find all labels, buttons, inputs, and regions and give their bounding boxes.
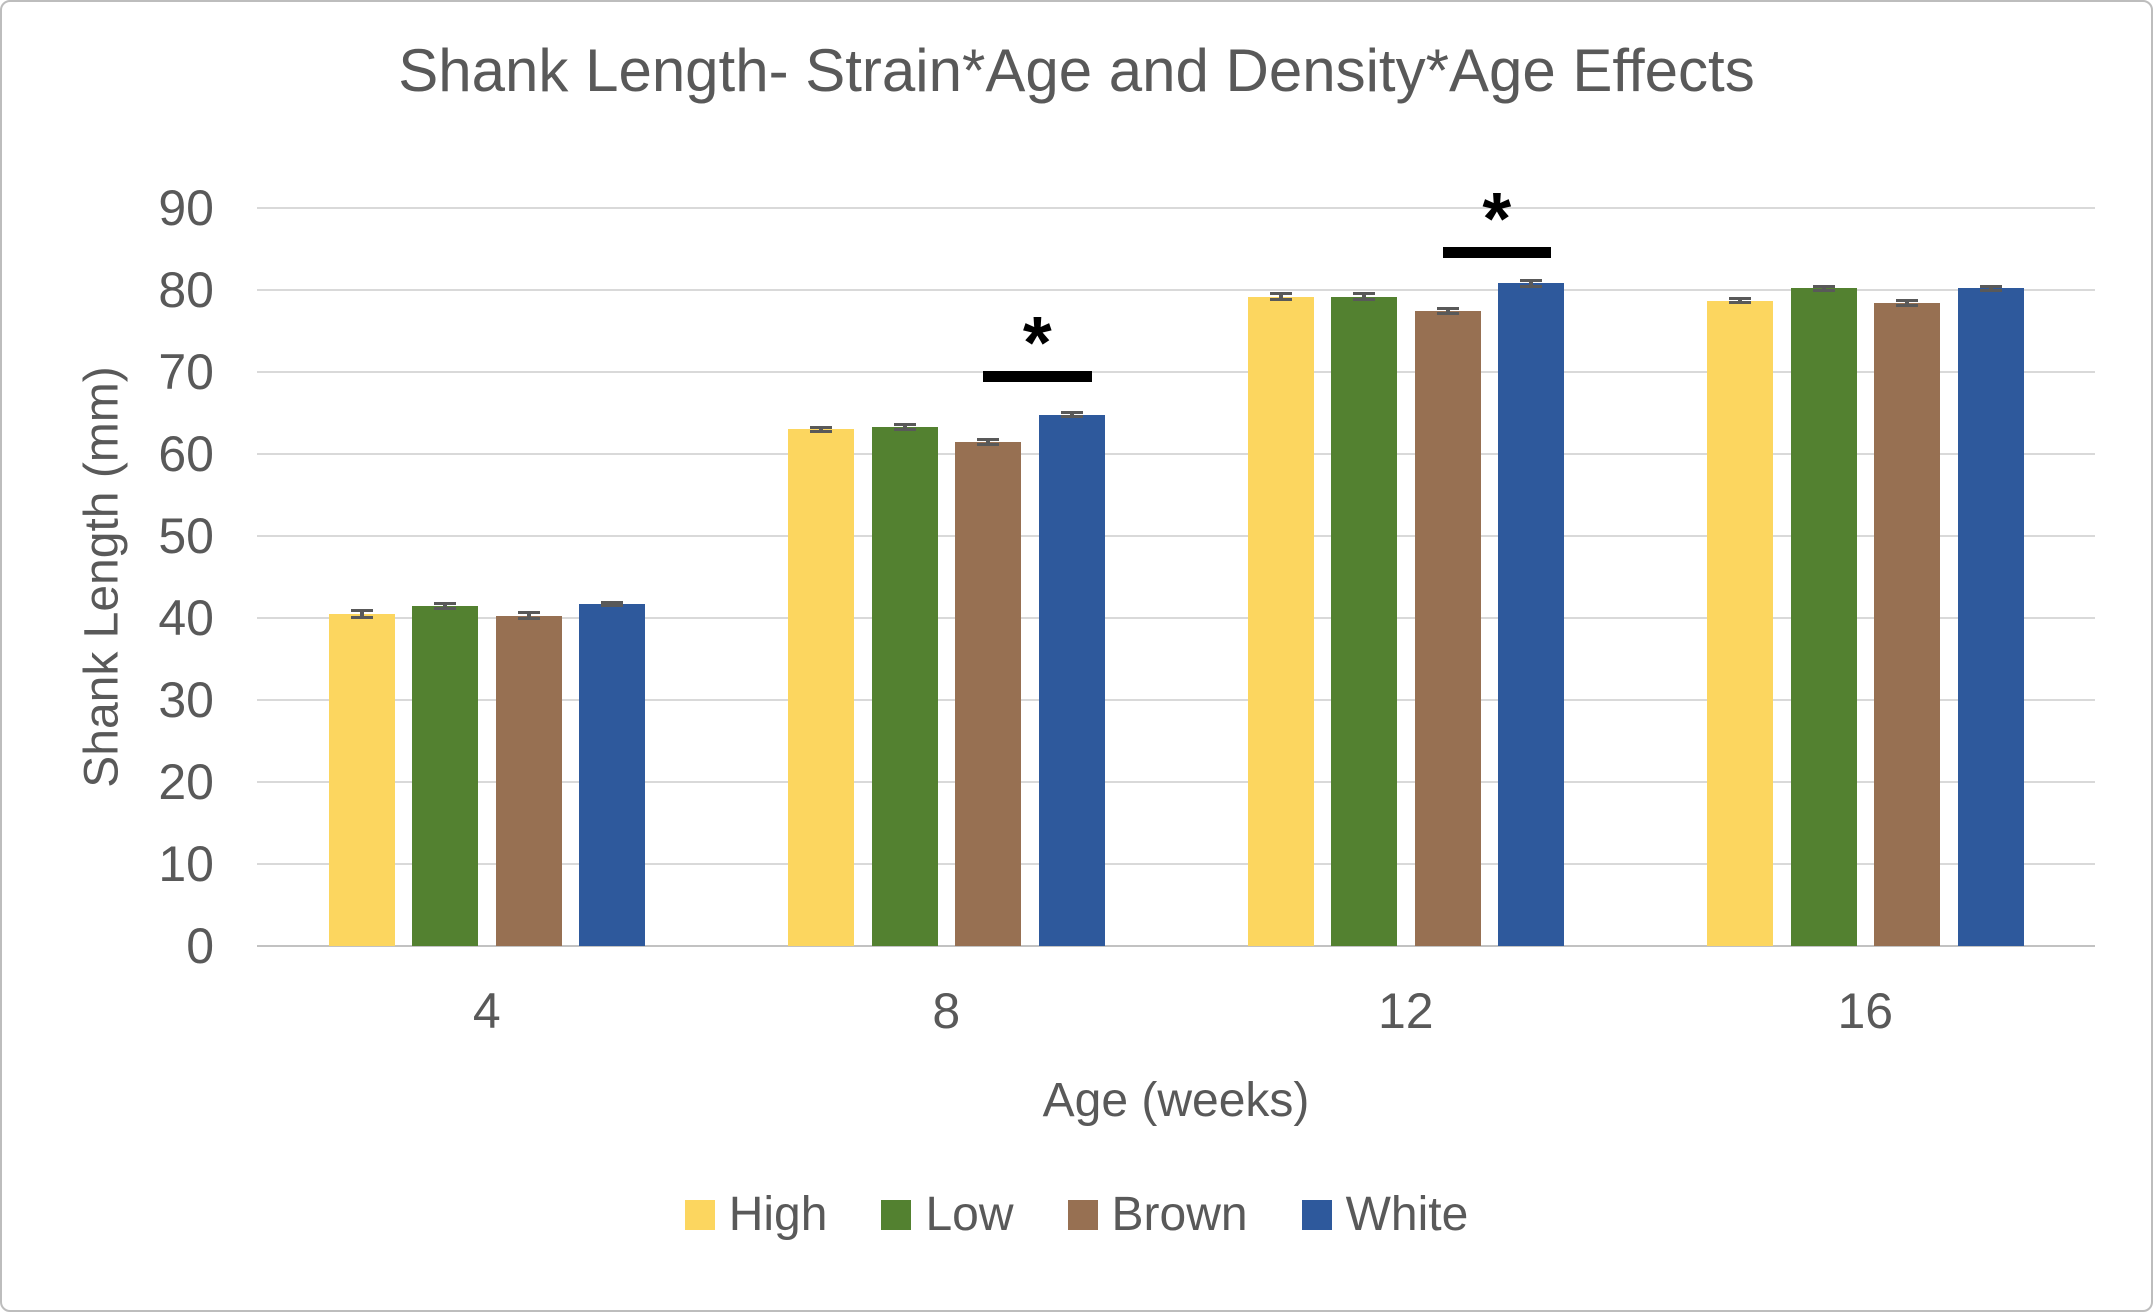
gridline [257, 863, 2095, 865]
bar-brown-4 [495, 615, 562, 946]
legend-swatch-low [881, 1200, 912, 1230]
gridline [257, 371, 2095, 373]
legend-item-white: White [1301, 1188, 1469, 1242]
gridline [257, 289, 2095, 291]
error-bar-low-8 [893, 422, 916, 432]
error-bar-brown-8 [977, 437, 999, 446]
bar-high-8 [788, 429, 854, 946]
legend-label-brown: Brown [1111, 1188, 1248, 1241]
bar-white-12 [1498, 283, 1564, 946]
bar-brown-12 [1414, 311, 1481, 946]
x-tick-label-16: 16 [1837, 983, 1894, 1039]
bar-high-4 [328, 613, 395, 946]
legend-swatch-white [1301, 1200, 1332, 1230]
error-bar-brown-12 [1436, 307, 1459, 316]
gridline [257, 617, 2095, 619]
error-bar-white-16 [1979, 285, 2002, 292]
legend-item-low: Low [881, 1188, 1014, 1242]
x-tick-label-12: 12 [1377, 983, 1434, 1039]
y-tick-label: 10 [158, 836, 214, 892]
error-bar-white-4 [601, 600, 623, 608]
error-bar-white-8 [1060, 411, 1083, 418]
bar-brown-8 [955, 441, 1021, 946]
bar-low-12 [1331, 296, 1397, 946]
error-bar-high-8 [810, 426, 832, 433]
chart-title: Shank Length- Strain*Age and Density*Age… [398, 37, 1755, 104]
y-tick-label: 0 [186, 918, 214, 974]
gridline [257, 453, 2095, 455]
x-axis-title: Age (weeks) [1042, 1074, 1310, 1127]
y-tick-label: 70 [158, 344, 214, 400]
significance-asterisk-12: * [1482, 177, 1512, 261]
gridline [257, 699, 2095, 701]
significance-asterisk-8: * [1022, 300, 1052, 384]
legend-swatch-brown [1067, 1200, 1098, 1230]
significance-bar-12 [1442, 247, 1551, 259]
bar-group-12: * [1176, 182, 1636, 946]
y-tick-label: 40 [158, 590, 214, 646]
bar-white-4 [579, 604, 645, 946]
x-tick-label-4: 4 [472, 983, 501, 1039]
legend-label-white: White [1345, 1188, 1469, 1241]
bar-low-8 [871, 426, 938, 946]
error-bar-brown-4 [517, 611, 540, 620]
legend-label-low: Low [925, 1188, 1014, 1241]
gridline [257, 535, 2095, 537]
error-bar-low-16 [1812, 285, 1835, 292]
error-bar-low-4 [434, 601, 456, 610]
bar-low-4 [412, 605, 478, 946]
bar-group-8: * [717, 208, 1177, 946]
y-tick-label: 80 [158, 262, 214, 318]
y-tick-label: 50 [158, 508, 214, 564]
error-bar-high-16 [1729, 297, 1751, 304]
x-axis-line [257, 945, 2095, 947]
gridline [257, 781, 2095, 783]
plot-area: * * [257, 182, 2096, 947]
error-bar-white-12 [1520, 279, 1542, 288]
significance-bar-8 [983, 370, 1092, 382]
legend-item-high: High [684, 1188, 828, 1242]
gridline [257, 207, 2095, 209]
bar-group-16 [1636, 208, 2096, 946]
error-bar-brown-16 [1896, 299, 1918, 308]
x-tick-label-8: 8 [932, 983, 961, 1039]
error-bar-low-12 [1353, 292, 1375, 301]
bar-brown-16 [1874, 303, 1940, 946]
bar-group-4 [257, 208, 717, 946]
error-bar-high-12 [1269, 292, 1292, 301]
bar-white-16 [1957, 288, 2024, 946]
legend-label-high: High [728, 1188, 828, 1241]
y-tick-label: 60 [158, 426, 214, 482]
bar-high-12 [1247, 296, 1314, 946]
bar-low-16 [1790, 288, 1857, 946]
legend-item-brown: Brown [1067, 1188, 1248, 1242]
y-tick-label: 30 [158, 672, 214, 728]
legend-swatch-high [684, 1200, 715, 1230]
legend: High Low Brown White [2, 1188, 2151, 1242]
y-tick-label: 90 [158, 180, 214, 236]
error-bar-high-4 [350, 609, 373, 619]
bar-high-16 [1707, 300, 1773, 946]
bar-white-8 [1038, 414, 1105, 946]
y-tick-label: 20 [158, 754, 214, 810]
